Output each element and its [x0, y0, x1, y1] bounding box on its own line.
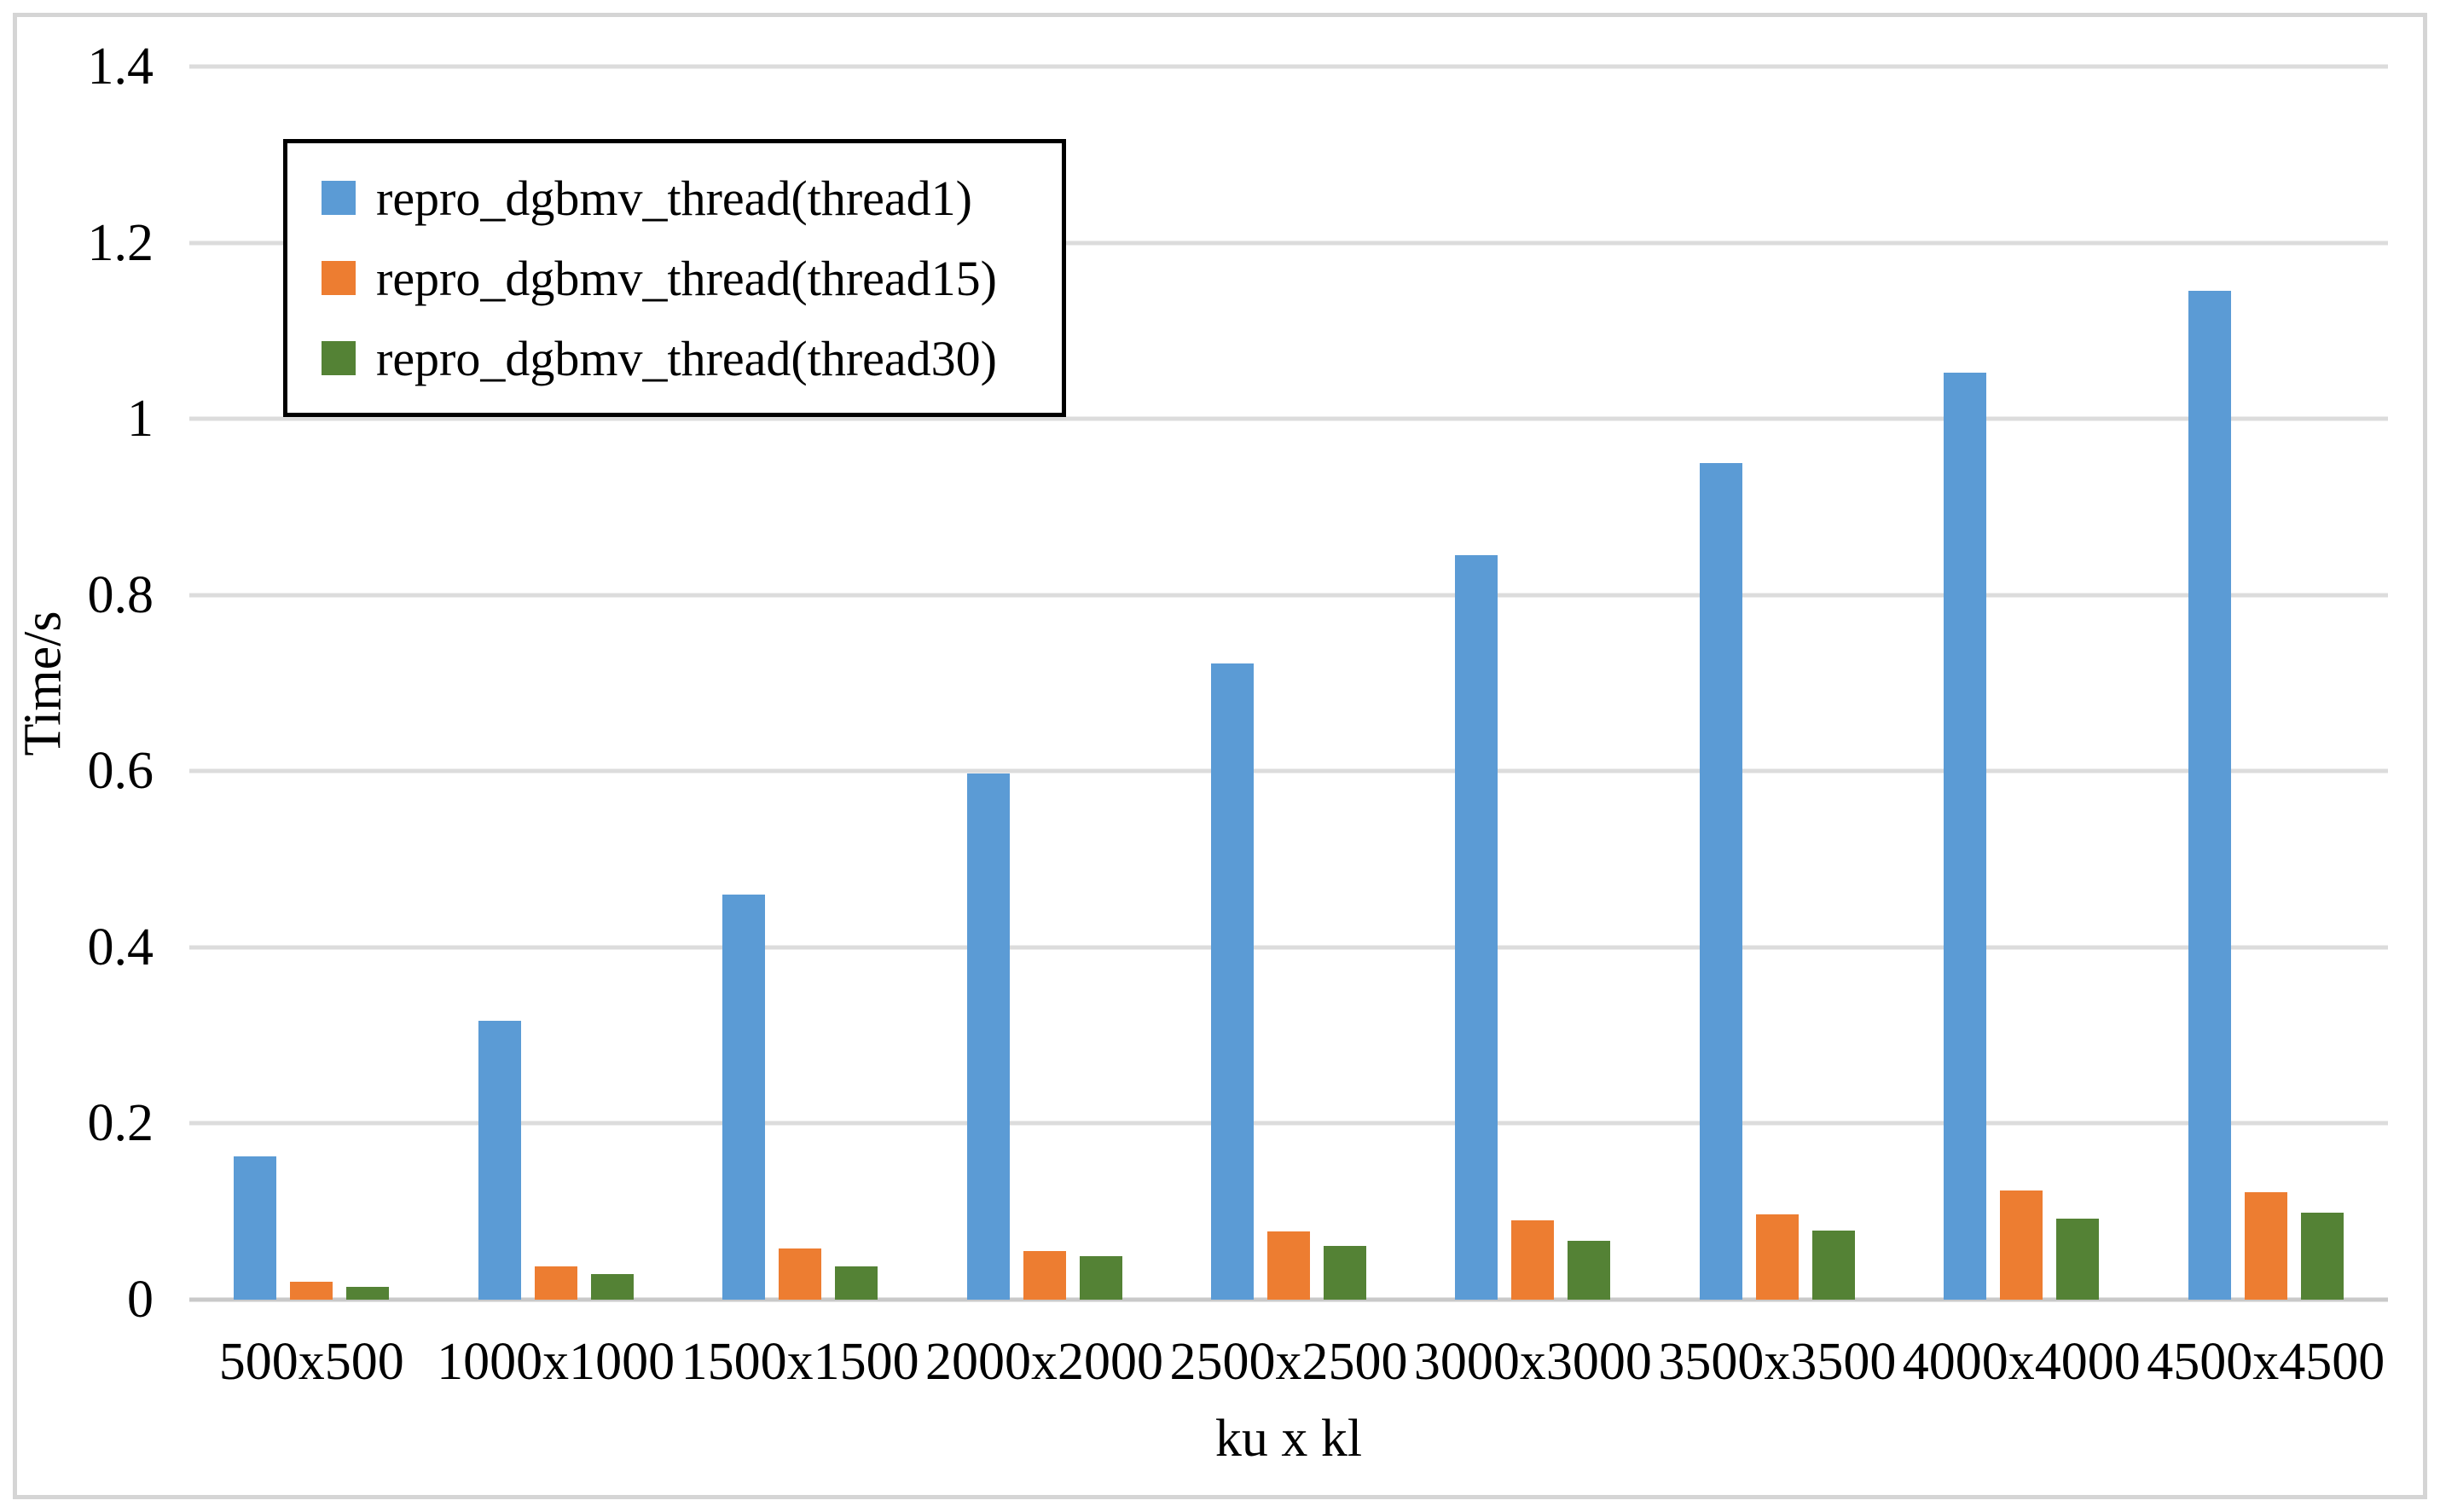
x-axis-tick-labels: 500x500 1000x1000 1500x1500 2000x2000 2500x2… — [189, 1332, 2388, 1392]
gridline-1.2 — [189, 240, 2388, 246]
x-tick-label-2500x2500: 2500x2500 — [1169, 1333, 1408, 1391]
x-tick-label-2000x2000: 2000x2000 — [925, 1333, 1164, 1391]
legend-swatch-icon — [322, 261, 356, 295]
bar-groups — [189, 67, 2388, 1300]
x-tick-label-3000x3000: 3000x3000 — [1413, 1333, 1652, 1391]
bar-group-2000x2000 — [922, 67, 1166, 1300]
x-tick-label-4500x4500: 4500x4500 — [2147, 1333, 2385, 1391]
bar-group-3000x3000 — [1411, 67, 1655, 1300]
bar-series1-4500x4500 — [2188, 291, 2231, 1300]
y-tick-label-0: 0 — [127, 1271, 154, 1329]
x-axis-title: ku x kl — [1214, 1410, 1363, 1468]
bar-series2-3500x3500 — [1755, 1214, 1799, 1300]
gridline-0.2 — [189, 1121, 2388, 1126]
bar-series3-3500x3500 — [1811, 1231, 1855, 1300]
bar-series3-3000x3000 — [1568, 1240, 1611, 1300]
bar-series3-2000x2000 — [1079, 1256, 1122, 1300]
bar-series2-2500x2500 — [1266, 1231, 1310, 1300]
bar-series2-4000x4000 — [2000, 1190, 2043, 1300]
gridline-0.8 — [189, 593, 2388, 598]
legend: repro_dgbmv_thread(thread1) repro_dgbmv_t… — [283, 139, 1066, 417]
x-tick-label-1000x1000: 1000x1000 — [437, 1333, 675, 1391]
gridline-1.4 — [189, 64, 2388, 69]
legend-swatch-icon — [322, 181, 356, 215]
bar-series1-3500x3500 — [1699, 462, 1742, 1300]
bar-series3-4000x4000 — [2056, 1218, 2100, 1300]
legend-item-2: repro_dgbmv_thread(thread15) — [322, 247, 1028, 309]
bar-series1-2000x2000 — [966, 773, 1010, 1300]
x-tick-label-3500x3500: 3500x3500 — [1658, 1333, 1897, 1391]
bar-series1-4000x4000 — [1944, 373, 1987, 1300]
bar-series3-500x500 — [346, 1286, 390, 1300]
gridline-0.4 — [189, 945, 2388, 950]
plot-area — [189, 64, 2388, 1302]
bar-series1-1000x1000 — [478, 1020, 521, 1300]
x-tick-label-4000x4000: 4000x4000 — [1902, 1333, 2141, 1391]
x-tick-label-1500x1500: 1500x1500 — [681, 1333, 919, 1391]
bar-series2-2000x2000 — [1023, 1251, 1066, 1300]
y-tick-label-0.4: 0.4 — [87, 918, 154, 976]
gridline-0.6 — [189, 768, 2388, 773]
bar-group-2500x2500 — [1167, 67, 1411, 1300]
x-tick-label-500x500: 500x500 — [218, 1333, 404, 1391]
bar-group-4500x4500 — [2144, 67, 2388, 1300]
legend-item-1: repro_dgbmv_thread(thread1) — [322, 167, 1028, 229]
legend-label: repro_dgbmv_thread(thread15) — [376, 250, 997, 306]
chart-frame-border — [13, 13, 2427, 1499]
bar-series3-2500x2500 — [1323, 1246, 1366, 1300]
y-tick-label-0.8: 0.8 — [87, 565, 154, 624]
y-tick-label-1.4: 1.4 — [87, 38, 154, 96]
bar-group-500x500 — [189, 67, 433, 1300]
gridline-1 — [189, 416, 2388, 421]
bar-series1-3000x3000 — [1455, 555, 1498, 1300]
bar-series2-1000x1000 — [534, 1266, 577, 1300]
bar-group-4000x4000 — [1899, 67, 2143, 1300]
legend-item-3: repro_dgbmv_thread(thread30) — [322, 327, 1028, 389]
bar-series2-1500x1500 — [779, 1248, 822, 1300]
bar-group-3500x3500 — [1655, 67, 1899, 1300]
legend-swatch-icon — [322, 341, 356, 375]
y-tick-label-1.2: 1.2 — [87, 213, 154, 272]
bar-series1-2500x2500 — [1210, 663, 1254, 1300]
bar-group-1500x1500 — [678, 67, 922, 1300]
y-axis-tick-labels: 0 0.2 0.4 0.6 0.8 1 1.2 1.4 — [0, 40, 154, 1326]
bar-series2-4500x4500 — [2244, 1192, 2287, 1300]
y-tick-label-0.6: 0.6 — [87, 742, 154, 801]
bar-series1-500x500 — [234, 1156, 277, 1300]
bar-series1-1500x1500 — [722, 894, 766, 1300]
x-axis-line — [189, 1297, 2388, 1302]
bar-series2-500x500 — [290, 1282, 333, 1300]
y-tick-label-1: 1 — [127, 390, 154, 449]
legend-label: repro_dgbmv_thread(thread30) — [376, 330, 997, 386]
bar-series2-3000x3000 — [1511, 1220, 1555, 1300]
bar-group-1000x1000 — [433, 67, 677, 1300]
bar-series3-1000x1000 — [590, 1274, 634, 1300]
legend-label: repro_dgbmv_thread(thread1) — [376, 170, 972, 226]
bar-series3-1500x1500 — [835, 1266, 878, 1300]
y-tick-label-0.2: 0.2 — [87, 1094, 154, 1153]
bar-series3-4500x4500 — [2300, 1212, 2344, 1300]
